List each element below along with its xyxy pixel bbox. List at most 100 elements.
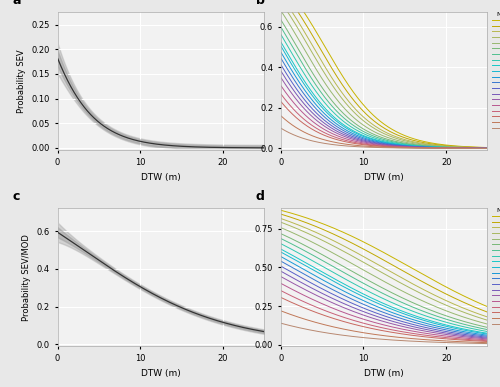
Site 18 — [401, 310, 407, 314]
Site 19 — [377, 139, 383, 144]
Site 10 — [447, 337, 453, 341]
Site 12 — [278, 75, 284, 80]
Site 18 — [484, 146, 490, 151]
Site 11 — [377, 322, 383, 326]
Site 17 — [401, 296, 407, 301]
Site 4 — [484, 318, 490, 323]
Site 20 — [447, 146, 453, 150]
Line: Site 8: Site 8 — [281, 116, 488, 148]
Site 7 — [377, 123, 383, 128]
Site 6 — [390, 255, 396, 260]
Site 8 — [401, 336, 407, 340]
Legend: Site 6, Site 7, Site 5, Site 4, Site 3, Site 17, Site 16, Site 15, Site 18, Site: Site 6, Site 7, Site 5, Site 4, Site 3, … — [492, 12, 500, 131]
Site 13 — [447, 328, 453, 333]
Site 19 — [480, 146, 486, 151]
Site 11 — [484, 337, 490, 342]
Site 15 — [390, 301, 396, 305]
Site 20 — [447, 327, 453, 331]
Site 19 — [390, 142, 396, 146]
Site 10 — [390, 145, 396, 149]
Site 1 — [376, 142, 382, 146]
Site 14 — [401, 320, 407, 324]
Site 14 — [376, 312, 382, 316]
Site 18 — [390, 305, 396, 310]
Line: Site 17: Site 17 — [281, 20, 488, 148]
Site 16 — [377, 136, 383, 141]
Site 20 — [480, 146, 486, 151]
Site 7 — [278, 212, 284, 216]
Site 1 — [447, 331, 453, 336]
Site 10 — [480, 146, 486, 151]
Site 12 — [376, 318, 382, 322]
Site 13 — [484, 146, 490, 151]
Y-axis label: Probability SEV/MOD: Probability SEV/MOD — [22, 234, 31, 321]
Line: Site 18: Site 18 — [281, 249, 488, 333]
X-axis label: DTW (m): DTW (m) — [141, 368, 180, 378]
Site 20 — [480, 332, 486, 337]
Site 18 — [480, 330, 486, 335]
Site 15 — [480, 328, 486, 333]
Site 17 — [447, 145, 453, 149]
Site 16 — [278, 236, 284, 241]
Site 19 — [447, 325, 453, 330]
Site 7 — [401, 135, 407, 140]
Site 12 — [401, 324, 407, 329]
Site 8 — [278, 308, 284, 313]
Site 10 — [484, 339, 490, 344]
Site 15 — [447, 321, 453, 326]
Site 9 — [484, 146, 490, 151]
Site 17 — [390, 139, 396, 143]
Site 20 — [401, 314, 407, 319]
Site 7 — [376, 255, 382, 260]
Site 20 — [401, 143, 407, 148]
Site 14 — [447, 330, 453, 335]
Site 2 — [377, 145, 383, 150]
Site 20 — [484, 333, 490, 337]
Line: Site 16: Site 16 — [281, 238, 488, 330]
Site 15 — [401, 305, 407, 310]
Line: Site 14: Site 14 — [281, 65, 488, 148]
Site 20 — [278, 254, 284, 259]
Site 14 — [390, 143, 396, 147]
Site 8 — [480, 340, 486, 345]
Site 11 — [390, 144, 396, 149]
Site 14 — [484, 335, 490, 339]
Site 13 — [401, 144, 407, 148]
Line: Site 1: Site 1 — [281, 71, 488, 148]
Site 7 — [447, 144, 453, 148]
Site 12 — [480, 146, 486, 151]
Site 12 — [377, 318, 383, 323]
Site 17 — [278, 231, 284, 236]
Site 9 — [401, 145, 407, 149]
Site 16 — [377, 290, 383, 295]
Site 17 — [401, 141, 407, 146]
Site 19 — [401, 143, 407, 147]
Line: Site 6: Site 6 — [281, 210, 488, 307]
Site 19 — [447, 146, 453, 150]
Site 10 — [484, 146, 490, 151]
Site 9 — [390, 144, 396, 149]
Site 15 — [278, 32, 284, 37]
Site 10 — [376, 328, 382, 332]
Site 8 — [377, 333, 383, 337]
Site 16 — [401, 301, 407, 306]
Site 9 — [480, 338, 486, 343]
Site 16 — [484, 327, 490, 332]
Site 12 — [390, 144, 396, 148]
Site 4 — [377, 269, 383, 274]
Site 10 — [377, 144, 383, 149]
Site 2 — [376, 337, 382, 341]
Site 7 — [376, 122, 382, 127]
Site 8 — [401, 146, 407, 150]
Site 20 — [278, 50, 284, 55]
Site 13 — [278, 56, 284, 60]
Site 12 — [377, 142, 383, 147]
Site 10 — [401, 332, 407, 336]
Site 6 — [377, 119, 383, 123]
Site 16 — [447, 145, 453, 150]
Site 9 — [376, 325, 382, 329]
Site 11 — [480, 146, 486, 151]
Line: Site 19: Site 19 — [281, 252, 488, 334]
Site 20 — [484, 146, 490, 151]
Site 12 — [401, 144, 407, 149]
